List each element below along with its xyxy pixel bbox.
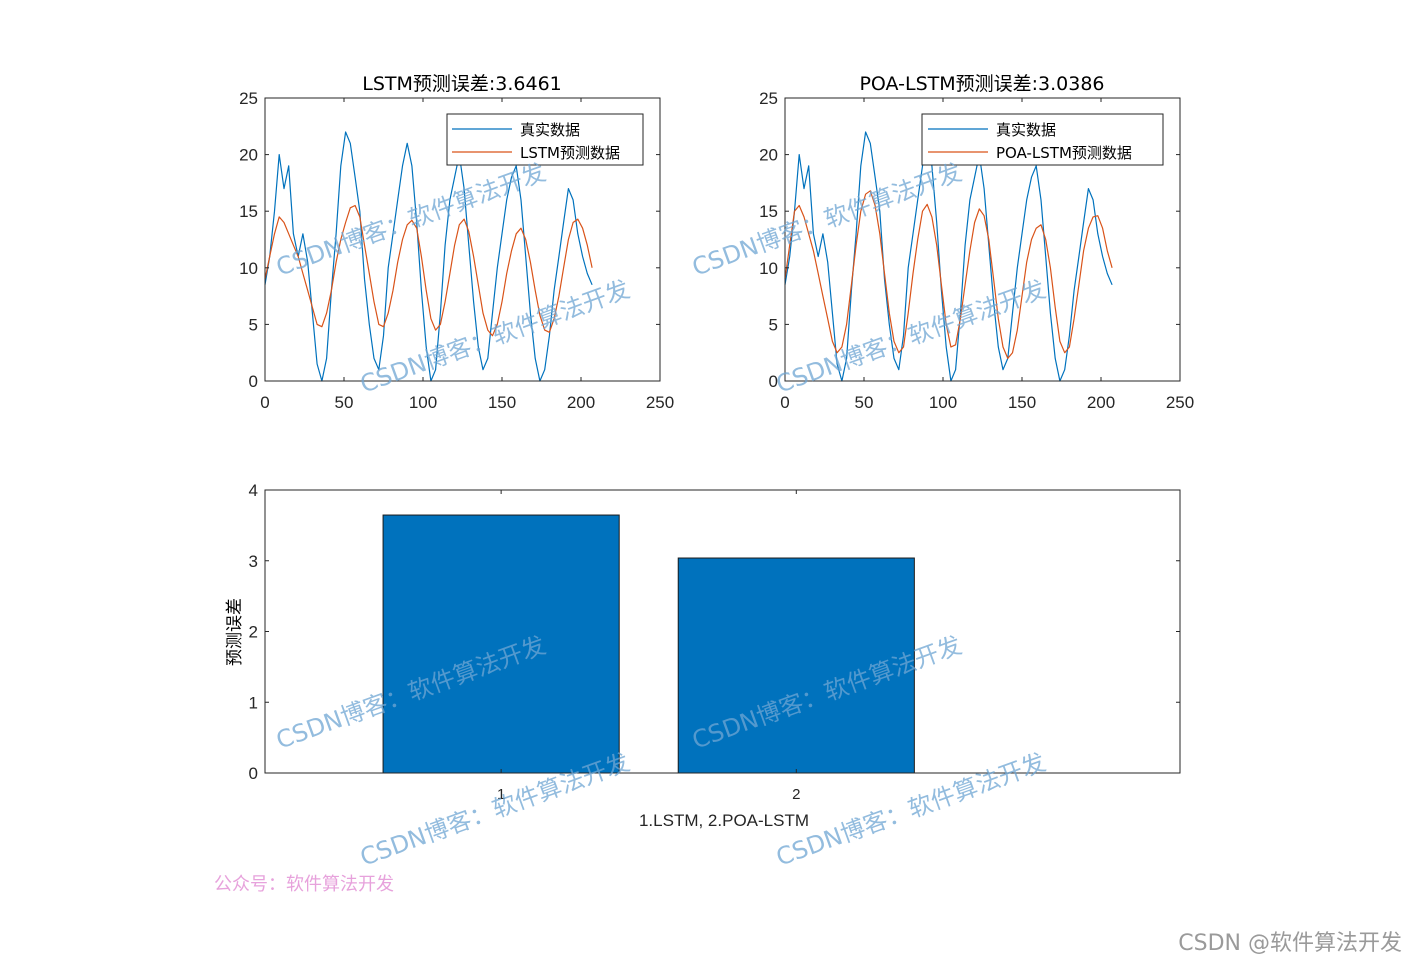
- lstm-legend: 真实数据 LSTM预测数据: [446, 113, 644, 166]
- official-account-watermark: 公众号：软件算法开发: [214, 874, 394, 895]
- poa-lstm-x-tick-label: 150: [1008, 393, 1036, 412]
- bar-x-tick-label: 1: [497, 786, 505, 803]
- poa-lstm-x-tick-label: 0: [780, 393, 789, 412]
- lstm-x-tick-label: 0: [260, 393, 269, 412]
- lstm-legend-true-label: 真实数据: [520, 121, 580, 139]
- bar-y-tick-label: 3: [249, 552, 258, 571]
- lstm-pred-series-line: [264, 204, 593, 337]
- csdn-watermark: CSDN博客：软件算法开发: [688, 158, 965, 282]
- poa-lstm-x-tick-label: 100: [929, 393, 957, 412]
- error-bar-chart: 1 2 0 1 2 3 4 1.LSTM, 2.POA-LSTM 预测误差: [225, 481, 1181, 830]
- bar-y-tick-label: 0: [249, 764, 258, 783]
- bar-ylabel: 预测误差: [225, 598, 245, 666]
- lstm-true-series-line: [264, 131, 593, 382]
- lstm-x-tick-label: 150: [488, 393, 516, 412]
- poa-lstm-true-series-line: [784, 131, 1113, 382]
- lstm-plot-title: LSTM预测误差:3.6461: [362, 73, 562, 95]
- poa-lstm-plot-title: POA-LSTM预测误差:3.0386: [859, 73, 1104, 95]
- poa-lstm-legend-true-label: 真实数据: [996, 121, 1056, 139]
- lstm-legend-box: [446, 113, 644, 166]
- bar-x-tick-label: 2: [792, 786, 800, 803]
- poa-lstm-x-tick-label: 50: [855, 393, 874, 412]
- poa-lstm-y-tick-label: 5: [769, 315, 778, 334]
- poa-lstm-y-tick-label: 25: [759, 89, 778, 108]
- bar-axis-ticks: 1 2 0 1 2 3 4: [249, 481, 1180, 803]
- error-bar-1: [382, 514, 620, 774]
- lstm-x-tick-label: 250: [646, 393, 674, 412]
- poa-lstm-axis-ticks: 0 50 100 150 200 250 0 5 10 15 20 25: [759, 89, 1194, 412]
- lstm-y-tick-label: 20: [239, 146, 258, 165]
- lstm-y-tick-label: 25: [239, 89, 258, 108]
- poa-lstm-y-tick-label: 0: [769, 372, 778, 391]
- lstm-series-group: [264, 131, 593, 382]
- lstm-x-tick-label: 100: [409, 393, 437, 412]
- poa-lstm-pred-series-line: [784, 190, 1113, 359]
- lstm-x-tick-label: 50: [335, 393, 354, 412]
- error-bars-group: [382, 514, 915, 774]
- poa-lstm-y-tick-label: 20: [759, 146, 778, 165]
- corner-watermark: CSDN @软件算法开发: [1178, 931, 1402, 956]
- bar-y-tick-label: 2: [249, 623, 258, 642]
- lstm-x-tick-label: 200: [567, 393, 595, 412]
- lstm-y-tick-label: 15: [239, 202, 258, 221]
- bar-xlabel: 1.LSTM, 2.POA-LSTM: [639, 811, 809, 830]
- poa-lstm-legend-pred-label: POA-LSTM预测数据: [996, 144, 1132, 162]
- poa-lstm-x-tick-label: 200: [1087, 393, 1115, 412]
- lstm-legend-pred-label: LSTM预测数据: [520, 144, 620, 162]
- lstm-axis-ticks: 0 50 100 150 200 250 0 5 10 15 20 25: [239, 89, 674, 412]
- poa-lstm-legend-box: [921, 113, 1164, 166]
- lstm-y-tick-label: 0: [249, 372, 258, 391]
- poa-lstm-y-tick-label: 15: [759, 202, 778, 221]
- error-bar-2: [677, 557, 915, 774]
- lstm-y-tick-label: 5: [249, 315, 258, 334]
- poa-lstm-series-group: [784, 131, 1113, 382]
- poa-lstm-legend: 真实数据 POA-LSTM预测数据: [921, 113, 1164, 166]
- lstm-line-plot: LSTM预测误差:3.6461 0 50 100 150 200 250 0 5 10 15 20 2…: [239, 73, 674, 412]
- bar-y-tick-label: 4: [249, 481, 258, 500]
- lstm-y-tick-label: 10: [239, 259, 258, 278]
- csdn-watermark: CSDN博客：软件算法开发: [272, 158, 549, 282]
- bar-y-tick-label: 1: [249, 693, 258, 712]
- poa-lstm-line-plot: POA-LSTM预测误差:3.0386 0 50 100 150 200 250 0 5 10 1…: [759, 73, 1194, 412]
- poa-lstm-y-tick-label: 10: [759, 259, 778, 278]
- lstm-plot-frame: [264, 97, 661, 382]
- poa-lstm-x-tick-label: 250: [1166, 393, 1194, 412]
- poa-lstm-plot-frame: [784, 97, 1181, 382]
